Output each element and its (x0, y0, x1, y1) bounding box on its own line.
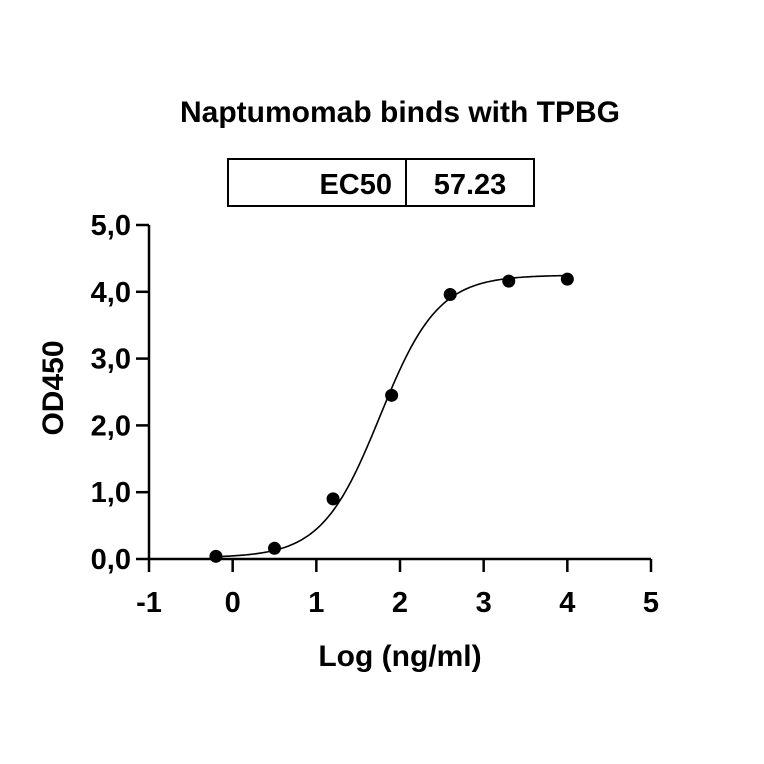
data-point (502, 274, 516, 288)
data-point (268, 541, 281, 555)
y-tick-label: 3,0 (91, 344, 131, 376)
y-tick-label: 5,0 (91, 210, 131, 242)
ec50-table: EC50 57.23 (227, 158, 535, 207)
fit-curve (215, 274, 568, 558)
data-point (443, 287, 457, 301)
ec50-table-border (227, 158, 535, 207)
y-tick-label: 1,0 (91, 477, 131, 509)
ec50-value: 57.23 (434, 169, 507, 201)
x-tick-label: 4 (559, 587, 575, 619)
data-points (209, 272, 574, 563)
x-tick-label: 1 (308, 587, 324, 619)
x-axis-label: Log (ng/ml) (318, 640, 481, 673)
ec50-label: EC50 (319, 169, 392, 201)
y-tick-label: 0,0 (91, 544, 131, 576)
data-point (560, 272, 574, 286)
axes (147, 225, 651, 561)
x-tick-label: -1 (136, 587, 162, 619)
x-tick-label: 5 (643, 587, 659, 619)
y-tick-label: 4,0 (91, 277, 131, 309)
y-axis-label: OD450 (37, 340, 70, 435)
data-point (326, 492, 340, 506)
data-point (209, 549, 223, 563)
ticks: -1 0 1 2 3 4 5 0,0 1,0 2,0 3,0 4,0 5,0 (91, 210, 659, 619)
chart-title: Naptumomab binds with TPBG (180, 96, 620, 129)
x-tick-label: 2 (392, 587, 408, 619)
data-point (385, 388, 399, 402)
y-tick-label: 2,0 (91, 410, 131, 442)
x-tick-label: 3 (476, 587, 492, 619)
x-tick-label: 0 (225, 587, 241, 619)
